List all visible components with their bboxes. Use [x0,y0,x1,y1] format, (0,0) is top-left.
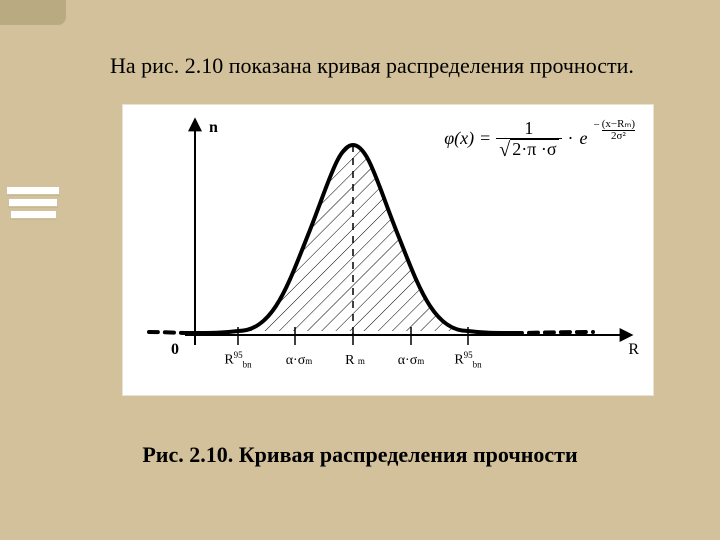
tick-rbn-right: R95bn [454,351,481,370]
figure-panel: n 0 R R95bn α·σm R m α·σm R95bn φ(x) = 1 [122,104,654,396]
paper-stack-decoration [6,186,62,219]
tick-alpha-sigma-left: α·σm [286,353,313,368]
tick-rm: R m [345,353,365,368]
y-axis-label: n [209,119,218,137]
formula: φ(x) = 1 √ 2·π ·σ · e − (x−Rₘ) 2 [444,119,635,159]
origin-label: 0 [171,341,179,359]
figure-caption: Рис. 2.10. Кривая распределения прочност… [0,442,720,468]
x-axis-label: R [628,341,639,359]
tick-rbn-left: R95bn [224,351,251,370]
tick-alpha-sigma-right: α·σm [398,353,425,368]
page-fold-decoration [0,0,66,25]
intro-text: На рис. 2.10 показана кривая распределен… [110,52,690,81]
